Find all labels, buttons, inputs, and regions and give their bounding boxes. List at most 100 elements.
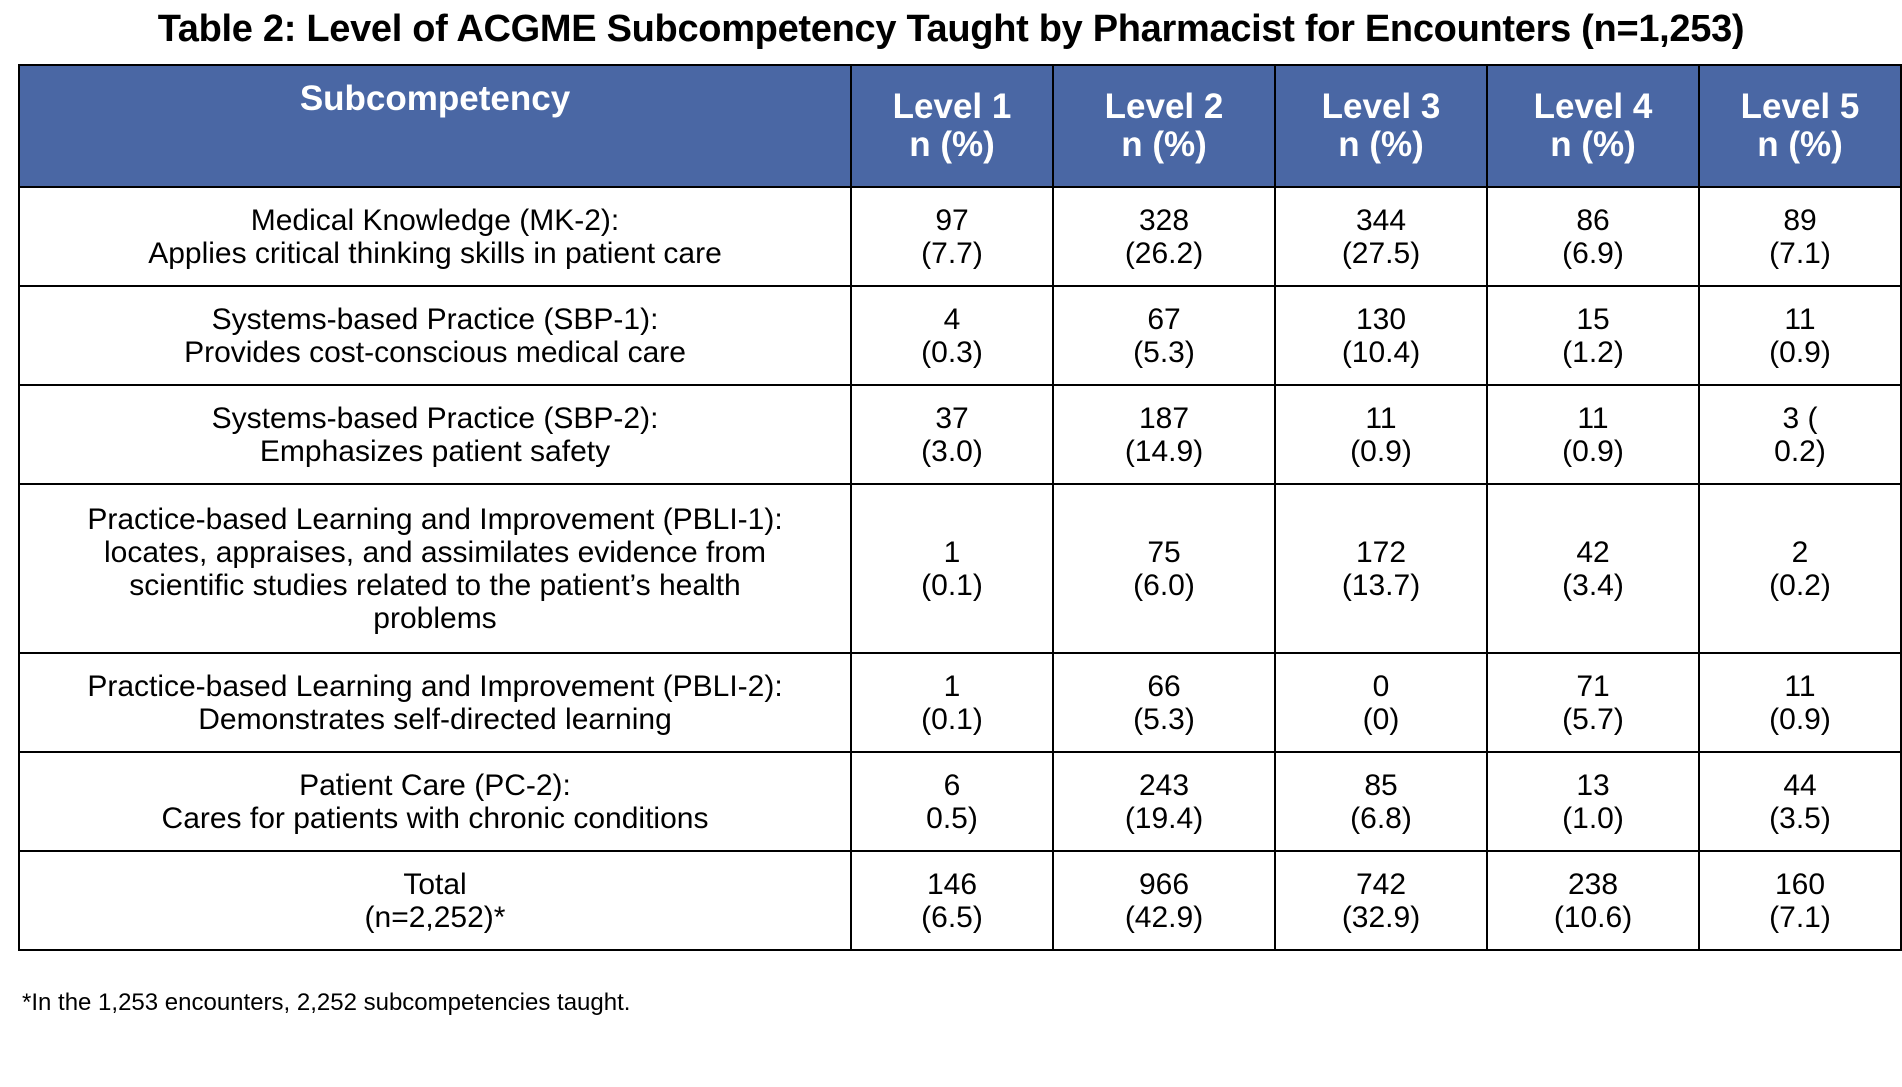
column-header-sub: n (%) <box>1550 125 1636 164</box>
count-value: 11 <box>1784 669 1816 703</box>
table-row: Medical Knowledge (MK-2): Applies critica… <box>18 186 1902 287</box>
column-header-level-4: Level 4 n (%) <box>1486 64 1700 188</box>
count-value: 172 <box>1355 535 1407 569</box>
count-value: 966 <box>1138 867 1190 901</box>
level-4-cell: 71 (5.7) <box>1486 652 1700 753</box>
percent-value: (42.9) <box>1124 900 1204 934</box>
level-1-cell: 1 (0.1) <box>850 483 1054 654</box>
count-value: 160 <box>1774 867 1826 901</box>
percent-value: (0.1) <box>921 568 983 602</box>
percent-value: (7.7) <box>921 236 983 270</box>
percent-value: (0) <box>1362 702 1400 736</box>
percent-value: (0.9) <box>1769 702 1831 736</box>
column-header-sub: n (%) <box>1757 125 1843 164</box>
level-4-cell: 11 (0.9) <box>1486 384 1700 485</box>
subcompetency-line: (n=2,252)* <box>364 900 506 934</box>
percent-value: (6.5) <box>921 900 983 934</box>
count-value: 1 <box>943 535 961 569</box>
count-value: 11 <box>1365 401 1397 435</box>
column-header-level-2: Level 2 n (%) <box>1052 64 1276 188</box>
level-1-cell: 146 (6.5) <box>850 850 1054 951</box>
percent-value: (19.4) <box>1124 801 1204 835</box>
level-5-cell: 2 (0.2) <box>1698 483 1902 654</box>
level-5-cell: 3 (0.2) <box>1698 384 1902 485</box>
header-row: Subcompetency Level 1 n (%) Level 2 n (%… <box>18 64 1902 188</box>
subcompetency-line: Applies critical thinking skills in pati… <box>148 236 722 270</box>
percent-value: (7.1) <box>1769 900 1831 934</box>
count-value: 13 <box>1576 768 1610 802</box>
table-row: Practice-based Learning and Improvement … <box>18 483 1902 654</box>
percent-value: 0.5) <box>926 801 978 835</box>
level-3-cell: 11 (0.9) <box>1274 384 1488 485</box>
table-row: Patient Care (PC-2): Cares for patients w… <box>18 751 1902 852</box>
subcompetency-table: Subcompetency Level 1 n (%) Level 2 n (%… <box>18 64 1902 951</box>
percent-value: (6.8) <box>1350 801 1412 835</box>
footnote: *In the 1,253 encounters, 2,252 subcompe… <box>22 989 631 1016</box>
subcompetency-line: scientific studies related to the patien… <box>129 568 741 602</box>
percent-value: (26.2) <box>1124 236 1204 270</box>
column-header-label: Level 3 <box>1321 87 1441 126</box>
level-5-cell: 44 (3.5) <box>1698 751 1902 852</box>
percent-value: (13.7) <box>1341 568 1421 602</box>
table-row: Systems-based Practice (SBP-2): Emphasize… <box>18 384 1902 485</box>
subcompetency-line: Cares for patients with chronic conditio… <box>161 801 709 835</box>
subcompetency-line: locates, appraises, and assimilates evid… <box>104 535 766 569</box>
level-1-cell: 97 (7.7) <box>850 186 1054 287</box>
percent-value: (1.0) <box>1562 801 1624 835</box>
level-3-cell: 0 (0) <box>1274 652 1488 753</box>
level-2-cell: 75 (6.0) <box>1052 483 1276 654</box>
count-value: 742 <box>1355 867 1407 901</box>
count-value: 67 <box>1147 302 1181 336</box>
level-5-cell: 11 (0.9) <box>1698 285 1902 386</box>
level-3-cell: 742 (32.9) <box>1274 850 1488 951</box>
count-value: 1 <box>943 669 961 703</box>
subcompetency-line: Emphasizes patient safety <box>259 434 611 468</box>
percent-value: (0.1) <box>921 702 983 736</box>
percent-value: 0.2) <box>1774 434 1826 468</box>
subcompetency-cell: Medical Knowledge (MK-2): Applies critica… <box>18 186 852 287</box>
percent-value: (5.3) <box>1133 335 1195 369</box>
percent-value: (5.7) <box>1562 702 1624 736</box>
column-header-level-3: Level 3 n (%) <box>1274 64 1488 188</box>
level-2-cell: 328 (26.2) <box>1052 186 1276 287</box>
level-3-cell: 85 (6.8) <box>1274 751 1488 852</box>
level-5-cell: 11 (0.9) <box>1698 652 1902 753</box>
percent-value: (7.1) <box>1769 236 1831 270</box>
level-3-cell: 172 (13.7) <box>1274 483 1488 654</box>
level-4-cell: 86 (6.9) <box>1486 186 1700 287</box>
percent-value: (0.2) <box>1769 568 1831 602</box>
percent-value: (14.9) <box>1124 434 1204 468</box>
column-header-subcompetency: Subcompetency <box>18 64 852 188</box>
count-value: 71 <box>1576 669 1610 703</box>
level-4-cell: 238 (10.6) <box>1486 850 1700 951</box>
count-value: 243 <box>1138 768 1190 802</box>
level-1-cell: 1 (0.1) <box>850 652 1054 753</box>
percent-value: (0.9) <box>1562 434 1624 468</box>
level-2-cell: 67 (5.3) <box>1052 285 1276 386</box>
level-2-cell: 966 (42.9) <box>1052 850 1276 951</box>
column-header-level-1: Level 1 n (%) <box>850 64 1054 188</box>
count-value: 187 <box>1138 401 1190 435</box>
count-value: 85 <box>1364 768 1398 802</box>
subcompetency-cell: Total (n=2,252)* <box>18 850 852 951</box>
count-value: 3 ( <box>1782 401 1818 435</box>
percent-value: (6.9) <box>1562 236 1624 270</box>
subcompetency-line: Practice-based Learning and Improvement … <box>87 502 783 536</box>
subcompetency-cell: Patient Care (PC-2): Cares for patients w… <box>18 751 852 852</box>
percent-value: (10.6) <box>1553 900 1633 934</box>
count-value: 44 <box>1783 768 1817 802</box>
level-1-cell: 4 (0.3) <box>850 285 1054 386</box>
subcompetency-line: Medical Knowledge (MK-2): <box>250 203 620 237</box>
percent-value: (1.2) <box>1562 335 1624 369</box>
count-value: 42 <box>1576 535 1610 569</box>
table-title: Table 2: Level of ACGME Subcompetency Ta… <box>157 8 1745 50</box>
level-2-cell: 66 (5.3) <box>1052 652 1276 753</box>
count-value: 11 <box>1577 401 1609 435</box>
subcompetency-line: Provides cost-conscious medical care <box>184 335 686 369</box>
count-value: 238 <box>1567 867 1619 901</box>
count-value: 6 <box>943 768 961 802</box>
percent-value: (5.3) <box>1133 702 1195 736</box>
percent-value: (6.0) <box>1133 568 1195 602</box>
subcompetency-line: Systems-based Practice (SBP-2): <box>211 401 659 435</box>
level-4-cell: 13 (1.0) <box>1486 751 1700 852</box>
